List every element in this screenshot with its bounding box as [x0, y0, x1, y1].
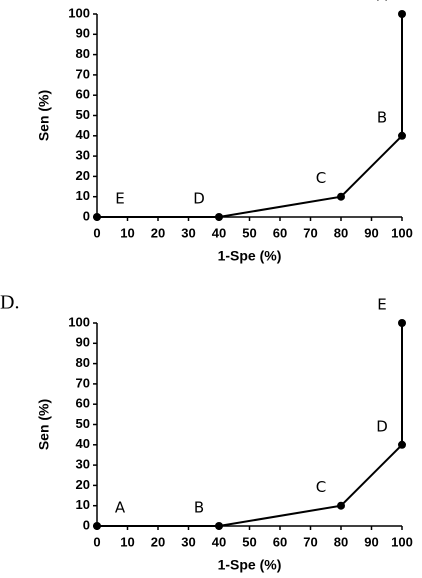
line — [97, 14, 403, 218]
point — [215, 213, 223, 221]
point-label: B — [377, 108, 387, 126]
point-label: A — [377, 0, 388, 5]
x-tick-label: 80 — [334, 534, 348, 549]
y-tick-label: 10 — [76, 188, 90, 203]
point — [398, 319, 406, 327]
point — [337, 501, 345, 510]
x-tick-label: 50 — [242, 534, 256, 549]
y-tick-label: 40 — [76, 127, 90, 142]
x-tick-label: 0 — [93, 225, 100, 240]
y-tick-label: 10 — [76, 497, 90, 512]
point — [93, 213, 101, 221]
point-label: C — [316, 169, 326, 187]
y-tick-label: 70 — [76, 66, 90, 81]
y-tick-label: 90 — [76, 26, 90, 41]
point-label: E — [377, 296, 386, 314]
x-tick-label: 70 — [303, 534, 317, 549]
y-tick-label: 100 — [68, 314, 90, 329]
x-tick-label: 60 — [273, 225, 287, 240]
x-tick-label: 70 — [303, 225, 317, 240]
x-axis-label: 1-Spe (%) — [218, 248, 282, 264]
y-tick-label: 60 — [76, 396, 90, 411]
point-label: A — [115, 499, 126, 517]
x-tick-label: 50 — [242, 225, 256, 240]
y-tick-label: 0 — [83, 208, 90, 223]
y-axis-label: Sen (%) — [36, 90, 52, 141]
x-tick-label: 20 — [151, 534, 165, 549]
point-label: D — [193, 190, 205, 208]
y-axis-label: Sen (%) — [36, 399, 52, 450]
x-tick-label: 60 — [273, 534, 287, 549]
point — [398, 440, 406, 449]
y-tick-label: 80 — [76, 46, 90, 61]
point-label: E — [115, 190, 124, 208]
x-tick-label: 80 — [334, 225, 348, 240]
y-tick-label: 20 — [76, 168, 90, 183]
point — [93, 522, 101, 530]
point — [337, 192, 345, 201]
y-tick-label: 20 — [76, 477, 90, 492]
x-tick-label: 10 — [120, 225, 134, 240]
y-tick-label: 90 — [76, 335, 90, 350]
x-tick-label: 30 — [181, 225, 195, 240]
y-tick-label: 50 — [76, 107, 90, 122]
y-tick-label: 70 — [76, 375, 90, 390]
x-tick-label: 90 — [364, 534, 378, 549]
point-label: B — [194, 499, 204, 517]
x-tick-label: 90 — [364, 225, 378, 240]
x-tick-label: 20 — [151, 225, 165, 240]
point — [215, 522, 223, 530]
y-tick-label: 60 — [76, 87, 90, 102]
y-tick-label: 0 — [83, 517, 90, 532]
x-axis-label: 1-Spe (%) — [218, 557, 282, 573]
x-tick-label: 40 — [212, 225, 226, 240]
point-label: D — [376, 417, 388, 435]
x-tick-label: 0 — [93, 534, 100, 549]
x-tick-label: 100 — [391, 225, 413, 240]
y-tick-label: 40 — [76, 436, 90, 451]
y-tick-label: 50 — [76, 416, 90, 431]
y-tick-label: 30 — [76, 457, 90, 472]
x-tick-label: 100 — [391, 534, 413, 549]
y-tick-label: 100 — [68, 5, 90, 20]
point-label: C — [316, 478, 326, 496]
line — [97, 323, 403, 527]
point — [398, 10, 406, 18]
y-tick-label: 80 — [76, 355, 90, 370]
panel-label: D. — [0, 292, 19, 314]
y-tick-label: 30 — [76, 148, 90, 163]
x-tick-label: 30 — [181, 534, 195, 549]
point — [398, 131, 406, 140]
x-tick-label: 10 — [120, 534, 134, 549]
x-tick-label: 40 — [212, 534, 226, 549]
